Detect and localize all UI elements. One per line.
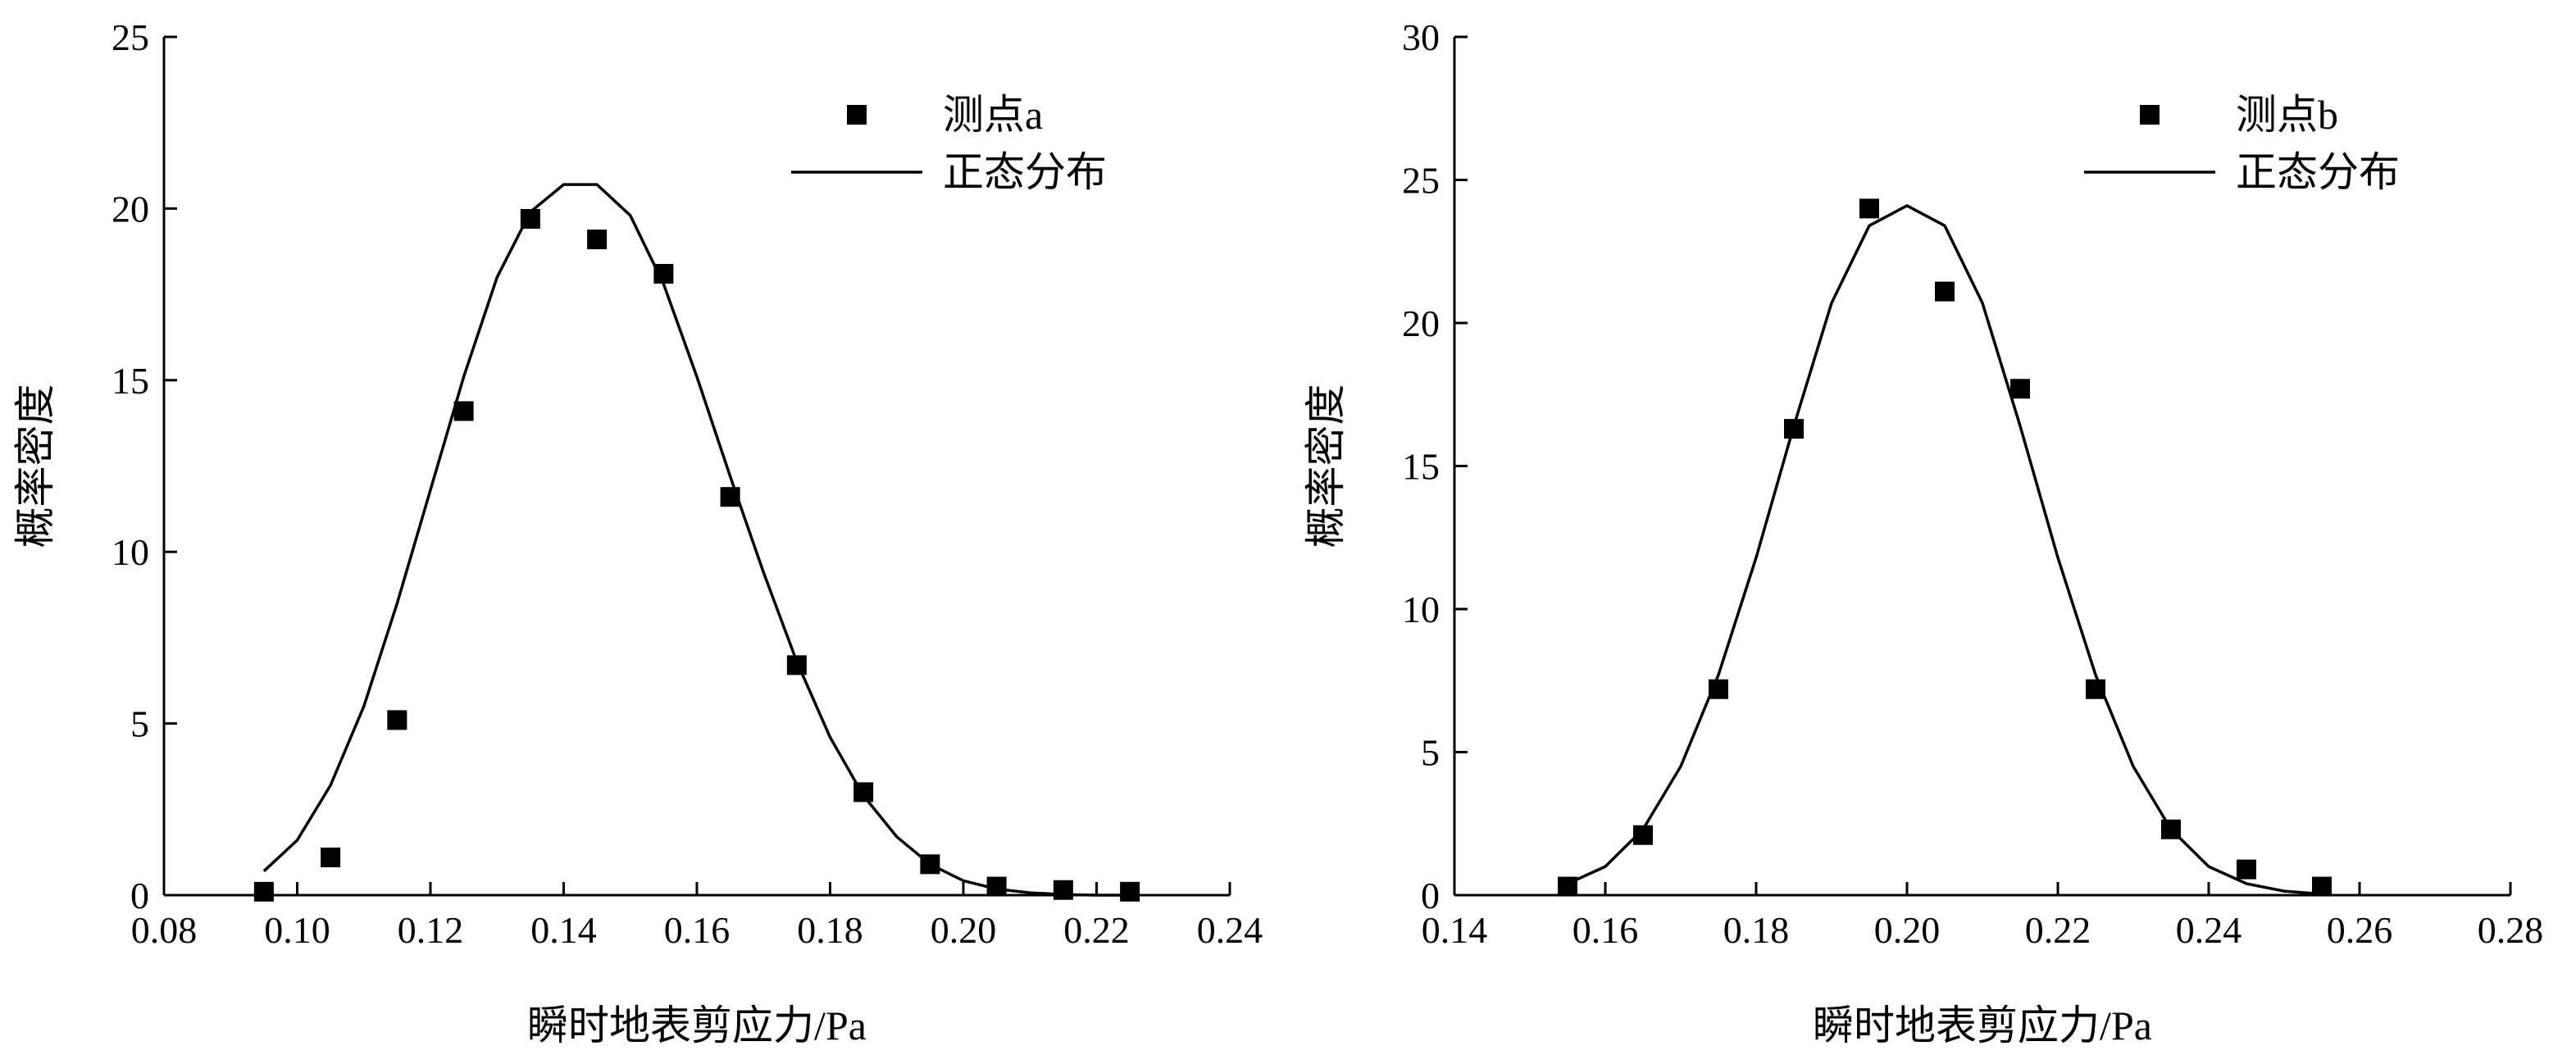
x-tick-label: 0.26 (2327, 909, 2393, 951)
y-tick-label: 10 (112, 531, 149, 573)
y-tick-label: 10 (1402, 589, 1440, 630)
x-tick-label: 0.18 (1723, 909, 1790, 951)
x-axis-title: 瞬时地表剪应力/Pa (1813, 1003, 2152, 1048)
y-tick-label: 15 (1402, 446, 1440, 488)
x-tick-label: 0.20 (931, 909, 997, 951)
y-tick-label: 20 (112, 188, 149, 230)
x-tick-label: 0.16 (664, 909, 730, 951)
data-point (321, 847, 341, 867)
data-point (1053, 880, 1073, 900)
y-tick-label: 30 (1402, 16, 1440, 58)
data-point (453, 401, 474, 421)
legend-label: 测点b (2236, 92, 2338, 138)
x-tick-label: 0.22 (1063, 909, 1130, 951)
x-tick-label: 0.22 (2025, 909, 2091, 951)
y-tick-label: 25 (1402, 160, 1440, 202)
legend-label: 正态分布 (943, 149, 1107, 195)
data-point (2010, 379, 2030, 399)
y-axis-title: 概率密度 (1303, 384, 1349, 548)
chart-a: 0.08 0.10 0.12 0.14 0.16 0.18 0.20 0.22 0.24 0 5 10… (12, 16, 1263, 1048)
data-point (1633, 825, 1653, 845)
legend: 测点a 正态分布 (791, 92, 1107, 195)
x-tick-label: 0.24 (1197, 909, 1263, 951)
y-tick-label: 0 (130, 875, 149, 916)
x-tick-label: 0.14 (1422, 909, 1488, 951)
x-tick-label: 0.08 (131, 909, 198, 951)
y-tick-label: 0 (1421, 875, 1440, 916)
y-tick-label: 15 (112, 360, 149, 402)
x-tick-label: 0.20 (1874, 909, 1941, 951)
legend-label: 正态分布 (2236, 149, 2400, 195)
x-tick-label: 0.12 (398, 909, 464, 951)
y-tick-label: 20 (1402, 302, 1440, 344)
data-point (1935, 281, 1955, 302)
legend-square-symbol (847, 105, 867, 125)
normal-fit-curve (1567, 203, 2323, 896)
x-tick-label: 0.14 (530, 909, 597, 951)
normal-fit-curve (262, 183, 1131, 897)
x-tick-label: 0.16 (1572, 909, 1639, 951)
x-tick-label: 0.28 (2478, 909, 2544, 951)
data-point (1120, 881, 1140, 902)
y-tick-label: 5 (1421, 732, 1440, 774)
y-tick-label: 25 (112, 16, 149, 58)
legend: 测点b 正态分布 (2084, 92, 2400, 195)
x-axis-title: 瞬时地表剪应力/Pa (527, 1003, 867, 1048)
data-point (2237, 859, 2256, 880)
x-tick-label: 0.18 (797, 909, 863, 951)
chart-b: 0.14 0.16 0.18 0.20 0.22 0.24 0.26 0.28 0 5 10 15 20… (1303, 16, 2543, 1048)
legend-square-symbol (2140, 105, 2160, 125)
data-point (253, 881, 274, 902)
legend-label: 测点a (943, 92, 1043, 138)
x-tick-label: 0.10 (264, 909, 330, 951)
data-point (387, 710, 407, 730)
x-tick-label: 0.24 (2176, 909, 2242, 951)
data-point (1859, 198, 1879, 219)
y-axis-title: 概率密度 (12, 384, 58, 548)
y-tick-label: 5 (130, 703, 149, 745)
data-point (587, 230, 608, 250)
